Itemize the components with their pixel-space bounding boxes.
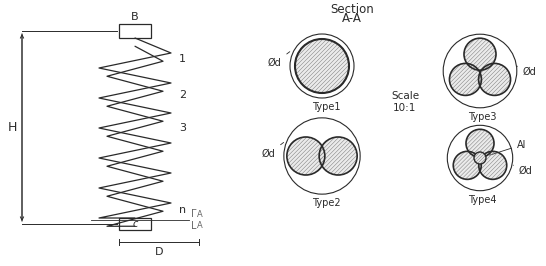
Text: Type4: Type4 — [468, 195, 496, 205]
Circle shape — [295, 39, 349, 93]
Text: Ød: Ød — [268, 52, 290, 68]
Circle shape — [478, 63, 511, 95]
Circle shape — [474, 152, 486, 164]
Bar — [119, 24, 151, 38]
Text: Section: Section — [330, 3, 374, 16]
Text: Ød: Ød — [517, 66, 537, 77]
Text: Ød: Ød — [262, 142, 283, 159]
Text: Type2: Type2 — [312, 198, 340, 208]
Text: 2: 2 — [179, 90, 186, 100]
Text: Al: Al — [490, 140, 526, 155]
Circle shape — [453, 151, 481, 179]
Bar — [119, 218, 151, 230]
Text: Γ: Γ — [191, 209, 197, 219]
Circle shape — [319, 137, 357, 175]
Text: c: c — [132, 219, 138, 229]
Circle shape — [479, 151, 507, 179]
Text: A-A: A-A — [342, 12, 362, 25]
Text: A: A — [197, 221, 203, 230]
Text: H: H — [8, 121, 17, 134]
Circle shape — [466, 129, 494, 157]
Text: 3: 3 — [179, 123, 186, 133]
Text: 1: 1 — [179, 54, 186, 64]
Text: Type1: Type1 — [312, 102, 340, 112]
Text: B: B — [131, 12, 139, 22]
Circle shape — [449, 63, 482, 95]
Text: n: n — [179, 205, 186, 215]
Circle shape — [464, 38, 496, 70]
Text: Type3: Type3 — [468, 112, 496, 122]
Text: D: D — [155, 247, 163, 257]
Text: A: A — [197, 210, 203, 219]
Text: Scale
10:1: Scale 10:1 — [391, 91, 419, 113]
Text: Ød: Ød — [513, 165, 532, 176]
Circle shape — [287, 137, 325, 175]
Text: L: L — [191, 221, 197, 231]
